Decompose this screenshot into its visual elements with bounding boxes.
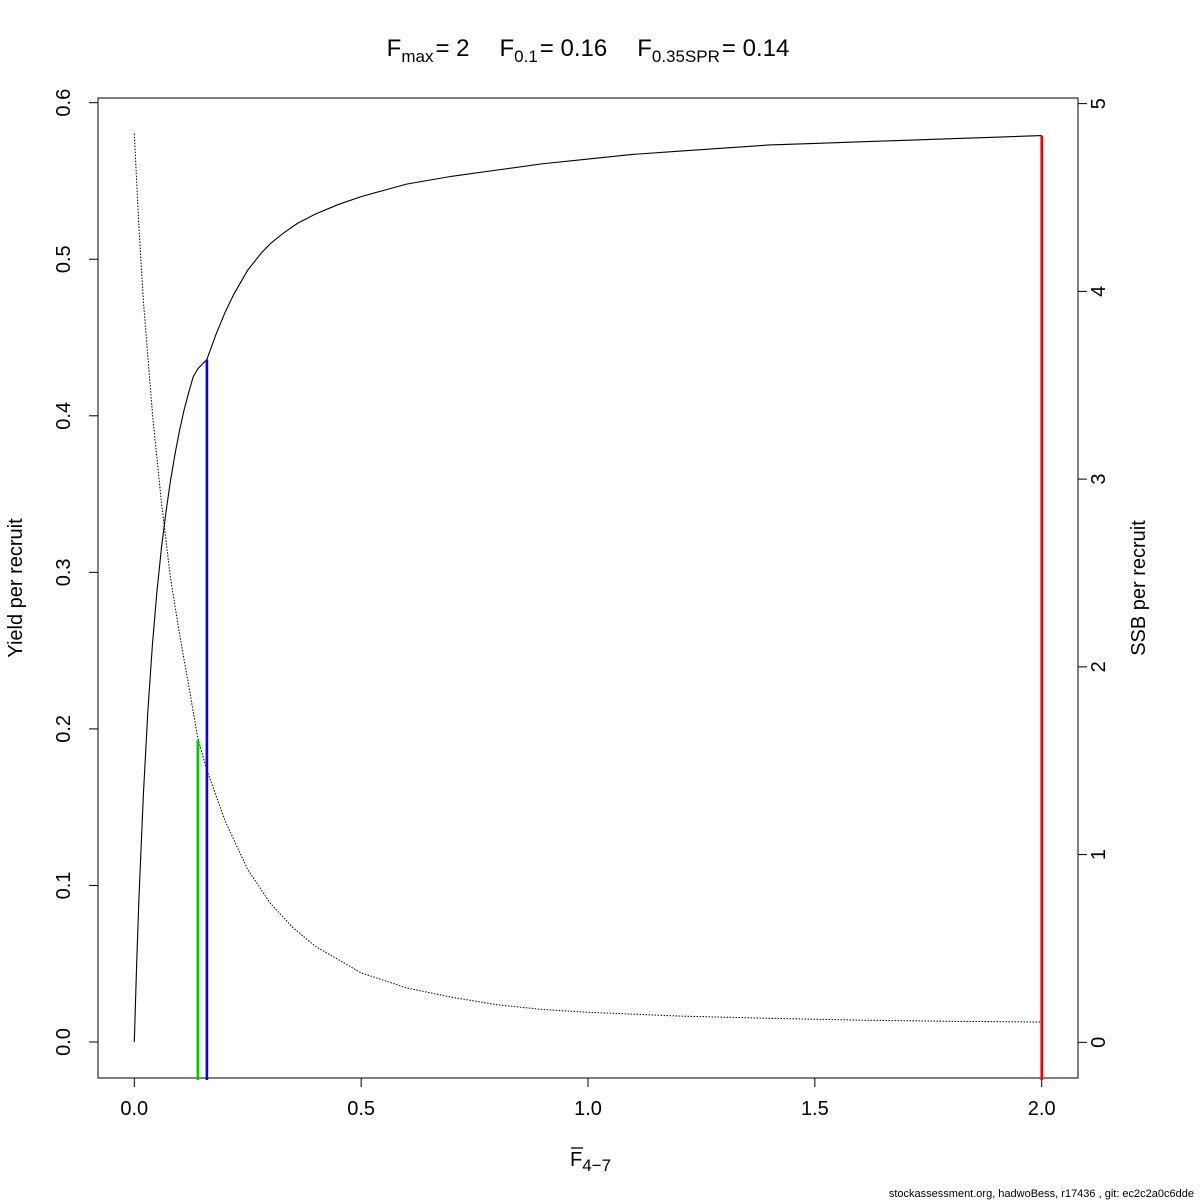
footer-note: stockassessment.org, hadwoBess, r17436 ,… [889, 1188, 1194, 1200]
y-tick-label: 0.1 [53, 872, 75, 900]
y2-axis-title: SSB per recruit [1128, 520, 1150, 656]
y-tick-label: 0.3 [53, 558, 75, 586]
x-tick-label: 2.0 [1028, 1098, 1056, 1120]
title-fspr-symbol: F [637, 35, 652, 62]
series-layer [133, 133, 1042, 1043]
yield-per-recruit-line [133, 135, 1042, 1043]
chart-title: Fmax= 2 F0.1= 0.16 F0.35SPR= 0.14 [387, 35, 790, 66]
y2-tick-label: 1 [1088, 849, 1110, 860]
y2-tick-label: 2 [1088, 661, 1110, 672]
y-axis-title: Yield per recruit [5, 518, 27, 658]
x-axis: 0.0 0.5 1.0 1.5 2.0 [120, 1078, 1056, 1120]
x-axis-title-sub: 4−7 [582, 1156, 611, 1175]
y-axis-right: 0 1 2 3 4 5 [1078, 98, 1110, 1048]
x-tick-label: 1.5 [801, 1098, 829, 1120]
y2-tick-label: 4 [1088, 286, 1110, 297]
y-tick-label: 0.4 [53, 402, 75, 430]
y2-tick-label: 3 [1088, 474, 1110, 485]
x-axis-title-symbol: F [570, 1149, 582, 1171]
title-f01-sub: 0.1 [514, 47, 538, 66]
x-tick-label: 1.0 [574, 1098, 602, 1120]
y2-tick-label: 0 [1088, 1037, 1110, 1048]
x-tick-label: 0.5 [347, 1098, 375, 1120]
title-f01-symbol: F [499, 35, 514, 62]
plot-frame [97, 97, 1079, 1079]
reference-lines [196, 135, 1044, 1080]
title-fspr-value: = 0.14 [722, 35, 789, 62]
title-fmax-symbol: F [387, 35, 402, 62]
title-fspr-sub: 0.35SPR [652, 47, 720, 66]
x-axis-title: F4−7 [570, 1147, 611, 1175]
ssb-per-recruit-line [133, 133, 1042, 1023]
y-tick-label: 0.2 [53, 715, 75, 743]
y2-tick-label: 5 [1088, 98, 1110, 109]
y-axis-left: 0.0 0.1 0.2 0.3 0.4 0.5 0.6 [53, 89, 98, 1056]
y-tick-label: 0.0 [53, 1028, 75, 1056]
title-fmax-value: = 2 [435, 35, 469, 62]
title-f01-value: = 0.16 [540, 35, 607, 62]
title-fmax-sub: max [401, 47, 434, 66]
svg-text:F4−7: F4−7 [570, 1149, 611, 1175]
y-tick-label: 0.6 [53, 89, 75, 117]
y-tick-label: 0.5 [53, 245, 75, 273]
x-tick-label: 0.0 [120, 1098, 148, 1120]
